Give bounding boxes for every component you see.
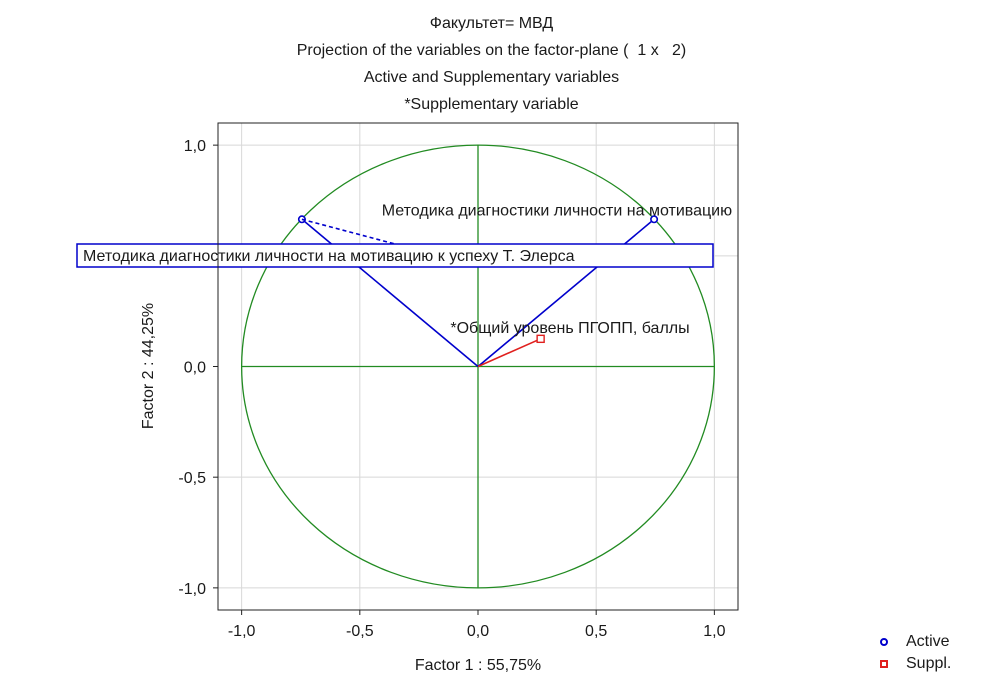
chart-title-line-1: Факультет= МВД (429, 15, 554, 32)
legend-label-suppl: Suppl. (906, 655, 952, 672)
legend-item-active: Active (880, 631, 951, 653)
legend: Active Suppl. (880, 631, 951, 675)
active-vector (301, 218, 479, 368)
legend-label-active: Active (906, 633, 950, 650)
grid-layer (213, 123, 738, 615)
label-leader-line (301, 218, 396, 245)
label-layer: -1,0-0,50,00,51,0-1,0-0,50,00,51,0Методи… (76, 138, 732, 640)
square-marker-icon (880, 660, 888, 668)
y-tick-label: -0,5 (178, 470, 206, 487)
x-tick-label: 0,5 (585, 623, 607, 640)
x-tick-label: 1,0 (703, 623, 725, 640)
x-tick-label: -1,0 (228, 623, 256, 640)
active-point-label-box (76, 243, 714, 268)
legend-item-suppl: Suppl. (880, 653, 951, 675)
y-tick-label: 1,0 (184, 138, 206, 155)
circle-marker-icon (880, 638, 888, 646)
active-point-label: Методика диагностики личности на мотивац… (382, 202, 732, 219)
x-tick-label: 0,0 (467, 623, 489, 640)
x-tick-label: -0,5 (346, 623, 374, 640)
suppl-point-label: *Общий уровень ПГОПП, баллы (450, 320, 689, 337)
active-vector (477, 218, 655, 368)
chart-title-line-3: Active and Supplementary variables (363, 69, 620, 86)
chart-title-line-2: Projection of the variables on the facto… (296, 42, 687, 59)
suppl-vector (477, 338, 541, 368)
y-tick-label: 0,0 (184, 360, 206, 377)
plot-frame (217, 122, 739, 611)
chart-title-block: Факультет= МВД Projection of the variabl… (0, 10, 983, 118)
active-point-label-boxed: Методика диагностики личности на мотивац… (83, 248, 575, 265)
suppl-point-marker (536, 334, 545, 344)
active-point-marker (650, 215, 659, 224)
chart-title-line-4: *Supplementary variable (404, 96, 579, 113)
y-axis-label: Factor 2 : 44,25% (140, 303, 157, 429)
x-axis-label: Factor 1 : 55,75% (415, 657, 541, 674)
y-tick-label: -1,0 (178, 581, 206, 598)
